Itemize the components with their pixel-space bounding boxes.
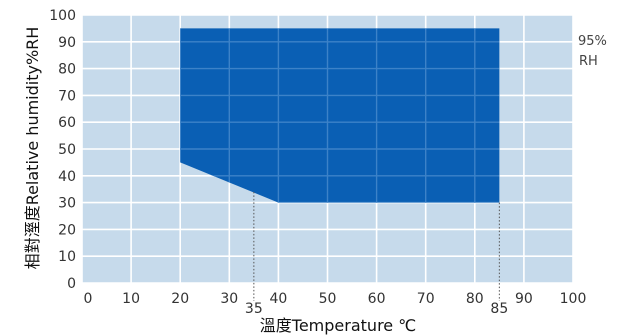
y-tick-label: 20 xyxy=(58,222,76,238)
y-tick-label: 0 xyxy=(67,276,76,292)
region-grid-lines xyxy=(180,28,500,203)
y-tick-label: 50 xyxy=(58,142,76,158)
marker-label: 85 xyxy=(490,301,508,317)
x-tick-label: 10 xyxy=(122,291,140,307)
x-tick-labels: 0 10 20 30 40 50 60 70 80 90 100 xyxy=(84,291,587,307)
x-tick-label: 0 xyxy=(84,291,93,307)
y-tick-label: 70 xyxy=(58,88,76,104)
x-tick-label: 30 xyxy=(220,291,238,307)
x-tick-label: 100 xyxy=(560,291,587,307)
marker-label: 35 xyxy=(245,301,263,317)
marker-lines xyxy=(253,191,500,301)
x-tick-label: 40 xyxy=(269,291,287,307)
y-tick-labels: 0 10 20 30 40 50 60 70 80 90 100 xyxy=(49,8,76,292)
y-tick-label: 30 xyxy=(58,196,76,212)
x-tick-label: 20 xyxy=(171,291,189,307)
x-tick-label: 90 xyxy=(515,291,533,307)
y-tick-label: 100 xyxy=(49,8,76,24)
x-tick-label: 60 xyxy=(368,291,386,307)
y-tick-label: 90 xyxy=(58,35,76,51)
y-axis-title: 相對溼度Relative humidity%RH xyxy=(23,27,42,270)
x-tick-label: 80 xyxy=(466,291,484,307)
annotation-line2: RH xyxy=(579,54,598,69)
operating-range-region xyxy=(180,28,500,203)
y-tick-label: 80 xyxy=(58,62,76,78)
x-axis-title: 溫度Temperature ℃ xyxy=(260,316,416,335)
marker-labels: 35 85 xyxy=(245,301,508,317)
y-tick-label: 40 xyxy=(58,169,76,185)
annotation-line1: 95% xyxy=(578,34,607,49)
y-tick-label: 60 xyxy=(58,115,76,131)
x-tick-label: 50 xyxy=(319,291,337,307)
y-tick-label: 10 xyxy=(58,249,76,265)
x-tick-label: 70 xyxy=(417,291,435,307)
